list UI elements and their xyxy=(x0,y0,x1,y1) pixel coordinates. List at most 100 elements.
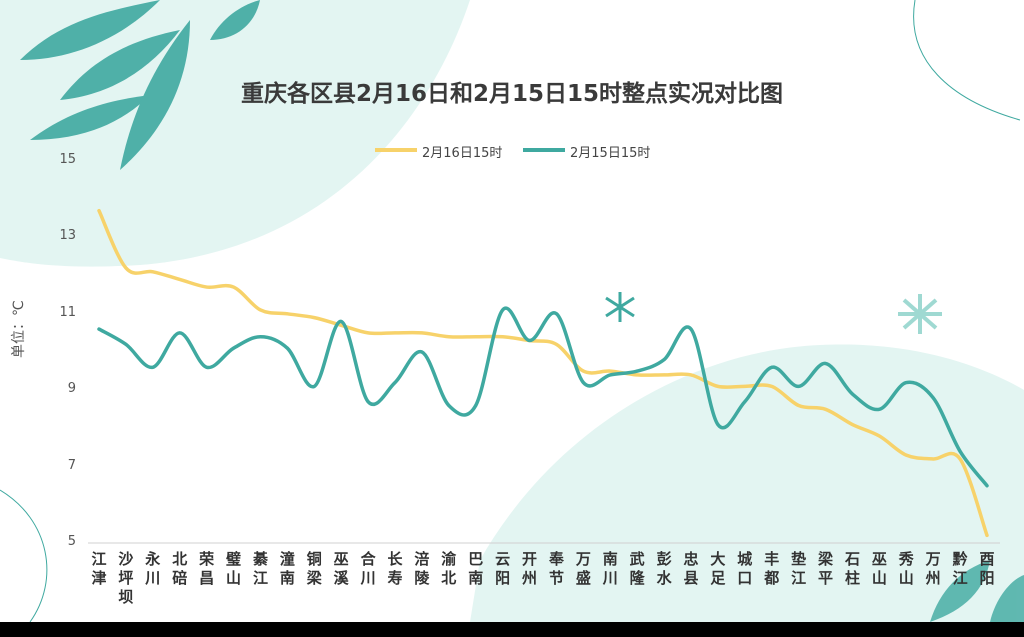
data-point-series-2 xyxy=(824,361,828,365)
data-point-series-2 xyxy=(205,365,209,369)
data-point-series-1 xyxy=(474,335,478,339)
data-point-series-1 xyxy=(850,423,854,427)
leaf-decoration-bottom-icon xyxy=(930,560,1024,622)
x-tick-label: 万盛 xyxy=(575,550,591,587)
data-point-series-1 xyxy=(151,270,155,274)
data-point-series-1 xyxy=(285,312,289,316)
data-point-series-2 xyxy=(258,335,262,339)
x-tick-label: 万州 xyxy=(925,550,941,587)
data-point-series-1 xyxy=(124,266,128,270)
data-point-series-2 xyxy=(420,350,424,354)
x-tick-label: 城口 xyxy=(737,550,753,587)
data-point-series-2 xyxy=(581,381,585,385)
data-point-series-1 xyxy=(931,457,935,461)
data-point-series-1 xyxy=(420,331,424,335)
data-point-series-1 xyxy=(581,369,585,373)
data-point-series-2 xyxy=(151,365,155,369)
data-point-series-2 xyxy=(904,381,908,385)
x-tick-label: 璧山 xyxy=(226,550,242,587)
data-point-series-1 xyxy=(393,331,397,335)
data-point-series-1 xyxy=(716,384,720,388)
data-point-series-1 xyxy=(339,323,343,327)
y-axis-label: 单位：℃ xyxy=(11,300,27,358)
x-tick-label: 大足 xyxy=(710,550,726,587)
data-point-series-2 xyxy=(339,319,343,323)
data-point-series-1 xyxy=(662,373,666,377)
x-tick-label: 沙坪坝 xyxy=(118,550,134,606)
data-point-series-2 xyxy=(689,327,693,331)
data-point-series-1 xyxy=(743,384,747,388)
x-tick-label: 綦江 xyxy=(252,550,268,587)
data-point-series-2 xyxy=(770,365,774,369)
data-point-series-2 xyxy=(850,392,854,396)
bottom-bar xyxy=(0,622,1024,637)
x-tick-label: 长寿 xyxy=(387,550,403,587)
y-tick-label: 15 xyxy=(59,152,76,167)
data-point-series-2 xyxy=(178,331,182,335)
x-tick-label: 武隆 xyxy=(629,550,645,587)
x-tick-label: 北碚 xyxy=(172,550,188,587)
data-point-series-2 xyxy=(366,400,370,404)
data-point-series-2 xyxy=(474,403,478,407)
data-point-series-2 xyxy=(312,384,316,388)
x-tick-label: 巴南 xyxy=(468,550,484,587)
x-tick-label: 忠县 xyxy=(683,550,699,587)
x-tick-label: 潼南 xyxy=(279,550,295,587)
x-tick-label: 江津 xyxy=(91,550,107,587)
data-point-series-2 xyxy=(931,396,935,400)
data-point-series-2 xyxy=(285,346,289,350)
data-point-series-1 xyxy=(447,335,451,339)
data-point-series-1 xyxy=(258,308,262,312)
data-point-series-1 xyxy=(554,342,558,346)
data-point-series-1 xyxy=(958,457,962,461)
data-point-series-2 xyxy=(97,327,101,331)
data-point-series-1 xyxy=(770,384,774,388)
series-line-2 xyxy=(97,306,989,488)
legend-label-series-1: 2月16日15时 xyxy=(422,146,503,161)
data-point-series-2 xyxy=(877,407,881,411)
x-tick-label: 垫江 xyxy=(791,550,807,587)
data-point-series-2 xyxy=(501,308,505,312)
x-tick-label: 开州 xyxy=(522,550,538,587)
x-tick-label: 永川 xyxy=(145,550,161,587)
data-point-series-1 xyxy=(178,277,182,281)
data-point-series-2 xyxy=(554,312,558,316)
x-tick-label: 酉阳 xyxy=(979,550,995,587)
data-point-series-1 xyxy=(635,373,639,377)
x-tick-label: 渝北 xyxy=(441,550,457,587)
x-tick-label: 巫山 xyxy=(871,550,887,587)
data-point-series-2 xyxy=(958,449,962,453)
y-tick-label: 5 xyxy=(67,534,76,549)
leaf-decoration-icon xyxy=(20,0,260,170)
chart-title: 重庆各区县2月16日和2月15日15时整点实况对比图 xyxy=(240,81,784,107)
data-point-series-1 xyxy=(877,434,881,438)
data-point-series-1 xyxy=(797,403,801,407)
data-point-series-1 xyxy=(205,285,209,289)
x-tick-label: 丰都 xyxy=(764,550,780,587)
x-tick-label: 合川 xyxy=(360,550,376,587)
data-point-series-2 xyxy=(797,384,801,388)
x-tick-label: 涪陵 xyxy=(414,550,430,587)
data-point-series-1 xyxy=(985,533,989,537)
data-point-series-1 xyxy=(366,331,370,335)
data-point-series-2 xyxy=(447,403,451,407)
data-point-series-2 xyxy=(124,342,128,346)
y-tick-label: 13 xyxy=(59,228,76,244)
data-point-series-2 xyxy=(393,381,397,385)
x-tick-label: 巫溪 xyxy=(333,550,349,587)
star-decoration-icon xyxy=(605,292,635,322)
x-tick-label: 南川 xyxy=(602,550,618,587)
data-point-series-1 xyxy=(608,369,612,373)
series-line-1 xyxy=(97,208,989,538)
data-point-series-1 xyxy=(904,453,908,457)
x-tick-label: 黔江 xyxy=(952,550,968,587)
data-point-series-2 xyxy=(662,358,666,362)
legend-swatch-series-2 xyxy=(523,148,565,152)
legend-label-series-2: 2月15日15时 xyxy=(570,146,651,161)
data-point-series-2 xyxy=(716,423,720,427)
x-tick-label: 云阳 xyxy=(495,550,511,587)
x-tick-label: 秀山 xyxy=(898,550,914,587)
y-tick-label: 11 xyxy=(59,304,76,320)
x-tick-label: 铜梁 xyxy=(306,550,322,587)
